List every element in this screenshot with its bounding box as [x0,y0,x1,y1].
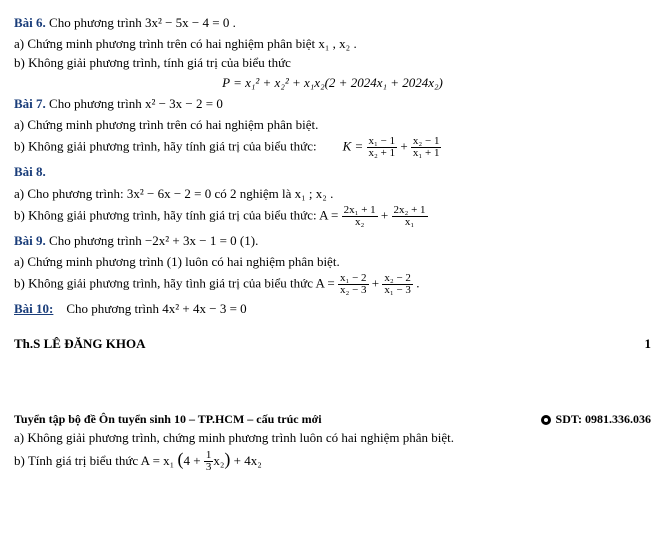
problem-7-a: a) Chứng minh phương trình trên có hai n… [14,117,651,133]
page-number: 1 [645,336,652,352]
frac-den: 3 [204,462,214,473]
problem-7-K: K = [343,139,364,154]
problem-6-a: a) Chứng minh phương trình trên có hai n… [14,36,651,52]
frac-den: x₁ + 1 [411,148,442,159]
problem-9-b-text: b) Không giải phương trình, hãy tình giá… [14,275,335,290]
problem-7-frac1: x₁ − 1 x₂ + 1 [367,136,398,159]
problem-9-frac2: x₂ − 2 x₁ − 3 [382,273,413,296]
problem-6-stem: Cho phương trình 3x² − 5x − 4 = 0 . [49,15,236,30]
frac-num: 2x₂ + 1 [392,205,428,217]
page2-b-after: x₂ [213,453,224,468]
frac-den: x₂ − 3 [338,285,369,296]
problem-6-b: b) Không giải phương trình, tính giá trị… [14,55,651,71]
problem-10: Bài 10: Cho phương trình 4x² + 4x − 3 = … [14,300,651,318]
page-gap [14,352,651,412]
frac-den: x₂ + 1 [367,148,398,159]
frac-num: x₁ − 2 [338,273,369,285]
footer-right: SDT: 0981.336.036 [541,412,651,427]
frac-den: x₁ − 3 [382,285,413,296]
frac-den: x₁ [392,217,428,228]
problem-8-b: b) Không giải phương trình, hãy tính giá… [14,205,651,228]
page2-b: b) Tính giá trị biểu thức A = x₁ (4 + 1 … [14,449,651,474]
problem-8-b-text: b) Không giải phương trình, hãy tính giá… [14,207,338,222]
frac-den: x₂ [342,217,378,228]
problem-9-b: b) Không giải phương trình, hãy tình giá… [14,273,651,296]
problem-7-frac2: x₂ − 1 x₁ + 1 [411,136,442,159]
problem-6: Bài 6. Cho phương trình 3x² − 5x − 4 = 0… [14,14,651,32]
problem-7-b-text: b) Không giải phương trình, hãy tính giá… [14,139,317,154]
problem-9-title: Bài 9. [14,233,46,248]
problem-10-title: Bài 10: [14,301,53,316]
problem-7: Bài 7. Cho phương trình x² − 3x − 2 = 0 [14,95,651,113]
problem-8-frac2: 2x₂ + 1 x₁ [392,205,428,228]
problem-8: Bài 8. [14,163,651,181]
problem-7-stem: Cho phương trình x² − 3x − 2 = 0 [49,96,223,111]
problem-9: Bài 9. Cho phương trình −2x² + 3x − 1 = … [14,232,651,250]
problem-7-title: Bài 7. [14,96,46,111]
footer-left: Tuyển tập bộ đề Ôn tuyển sinh 10 – TP.HC… [14,412,322,427]
author-line: Th.S LÊ ĐĂNG KHOA 1 [14,336,651,352]
problem-10-stem: Cho phương trình 4x² + 4x − 3 = 0 [66,301,246,316]
page2-b-inner: 4 + [183,453,203,468]
footer-phone: SDT: 0981.336.036 [556,412,651,426]
problem-9-stem: Cho phương trình −2x² + 3x − 1 = 0 (1). [49,233,258,248]
footer-header: Tuyển tập bộ đề Ôn tuyển sinh 10 – TP.HC… [14,412,651,427]
problem-6-eq: P = x₁² + x₂² + x₁x₂(2 + 2024x₁ + 2024x₂… [14,75,651,91]
frac-num: 2x₁ + 1 [342,205,378,217]
page2-frac: 1 3 [204,450,214,473]
problem-8-a: a) Cho phương trình: 3x² − 6x − 2 = 0 có… [14,186,651,202]
problem-8-frac1: 2x₁ + 1 x₂ [342,205,378,228]
page2-a: a) Không giải phương trình, chứng minh p… [14,430,651,446]
problem-9-frac1: x₁ − 2 x₂ − 3 [338,273,369,296]
problem-7-b: b) Không giải phương trình, hãy tính giá… [14,136,651,159]
problem-8-title: Bài 8. [14,164,46,179]
page2-b-tail: + 4x₂ [230,453,261,468]
phone-icon [541,415,551,425]
page2-b-prefix: b) Tính giá trị biểu thức A = x₁ [14,453,174,468]
problem-6-title: Bài 6. [14,15,46,30]
author-name: Th.S LÊ ĐĂNG KHOA [14,336,145,352]
frac-num: x₂ − 2 [382,273,413,285]
problem-9-a: a) Chứng minh phương trình (1) luôn có h… [14,254,651,270]
